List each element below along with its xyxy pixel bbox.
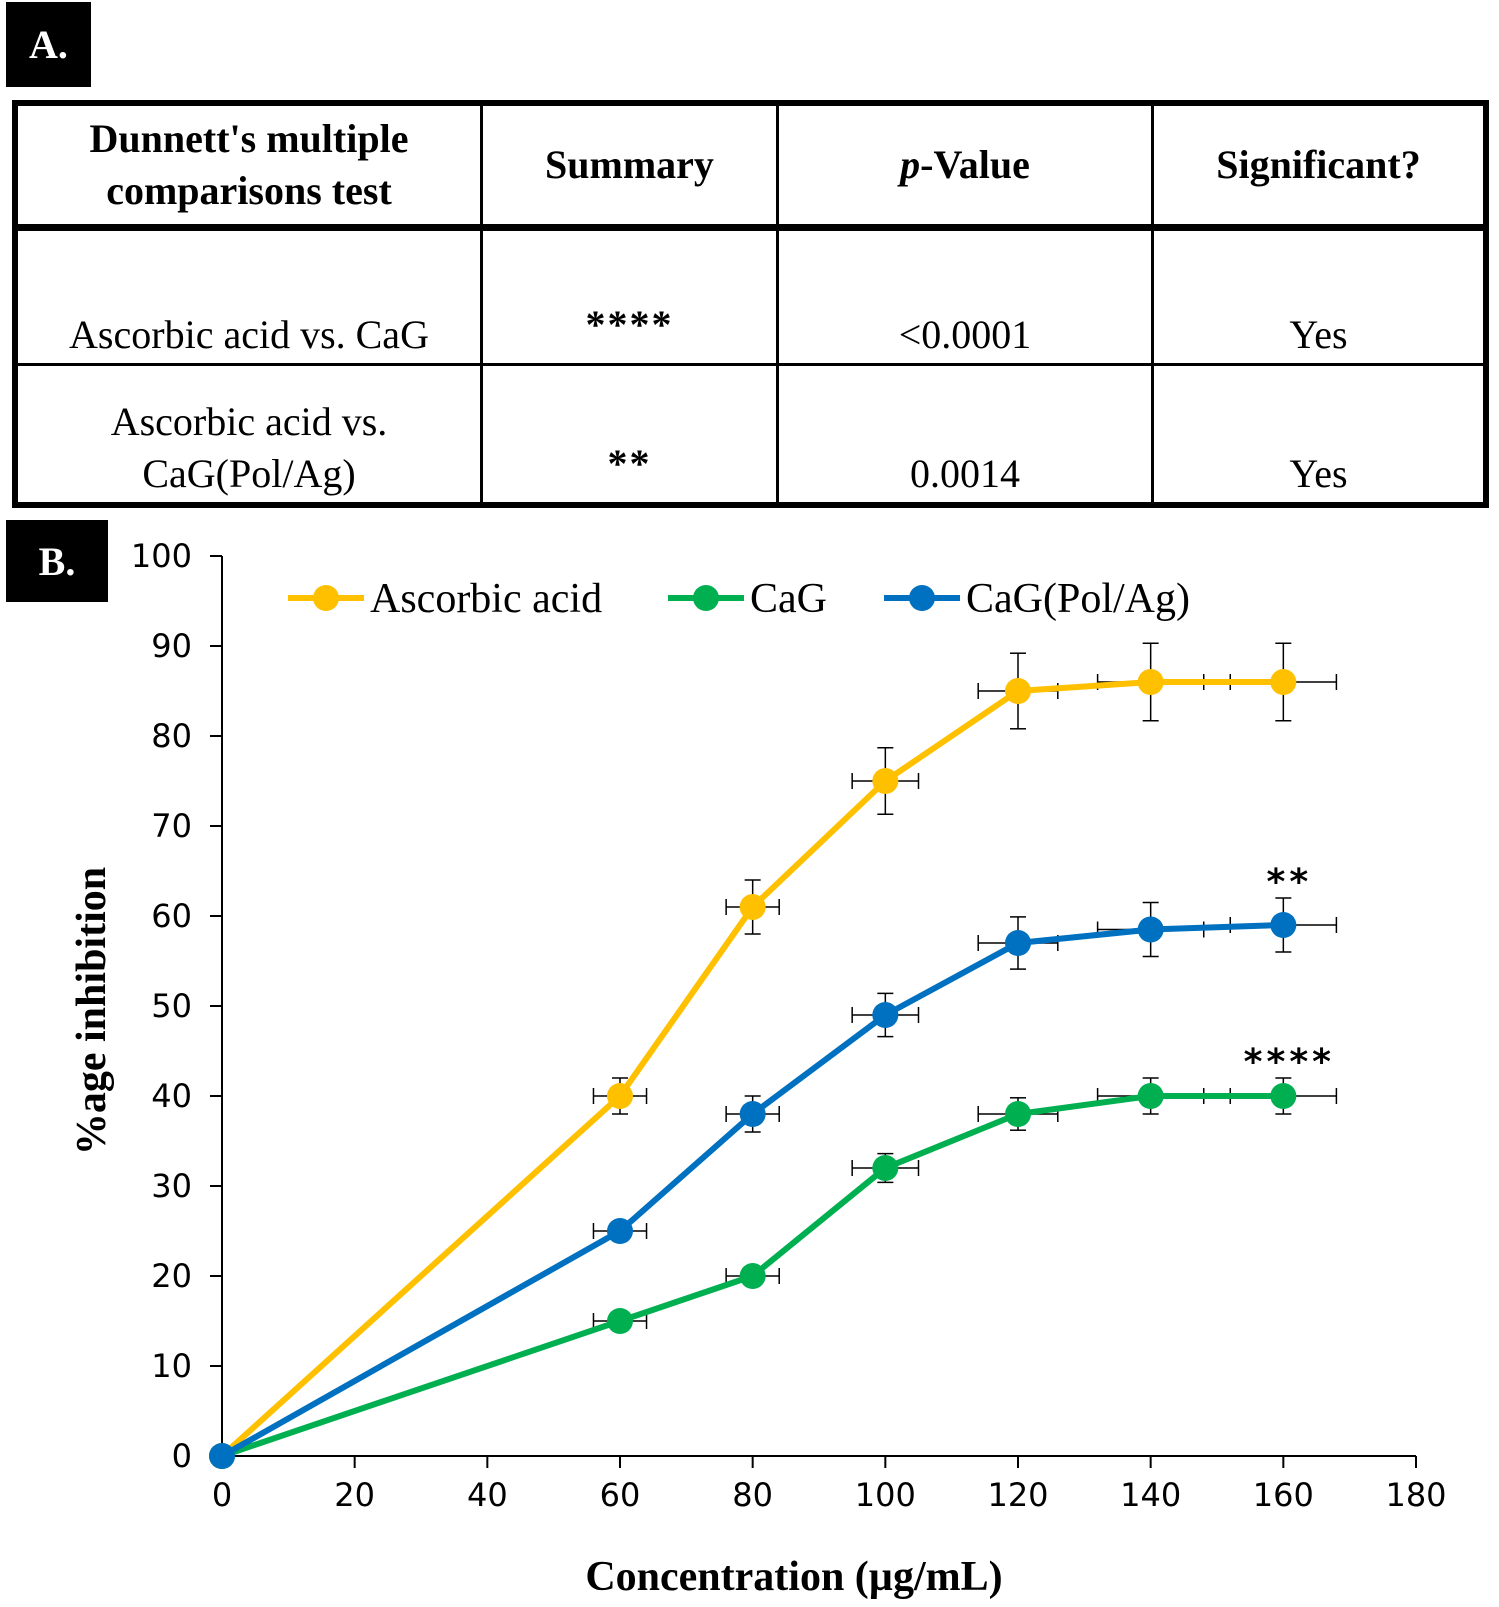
cell-summary-text: ** [607,441,652,486]
legend-entry: Ascorbic acid [370,576,602,622]
header-p-suffix: -Value [920,142,1030,187]
y-tick-label: 20 [151,1257,192,1295]
legend-marker [693,585,719,611]
y-tick-label: 30 [151,1167,192,1205]
table-row: Ascorbic acid vs. CaG **** <0.0001 Yes [13,226,1488,366]
data-point [1137,669,1164,695]
table-row: Ascorbic acid vs. CaG(Pol/Ag) ** 0.0014 … [13,363,1488,507]
table-header-row: Dunnett's multiple comparisons test Summ… [13,101,1488,231]
header-significant-text: Significant? [1216,142,1421,187]
legend-entry: CaG(Pol/Ag) [966,576,1190,622]
data-point [607,1308,633,1334]
data-point [739,894,766,920]
data-point [607,1218,633,1244]
cell-summary: **** [480,226,779,366]
dunnett-table: Dunnett's multiple comparisons test Summ… [12,100,1489,508]
data-point [1270,669,1297,695]
cell-p-value: 0.0014 [776,363,1154,507]
data-point [1270,1083,1297,1109]
cell-significant: Yes [1151,226,1488,366]
y-tick-label: 80 [151,717,192,755]
data-point [1005,678,1031,704]
cell-comparison-line2: CaG(Pol/Ag) [142,451,356,496]
x-tick-label: 100 [855,1476,916,1514]
y-tick-label: 40 [151,1077,192,1115]
series-line [220,922,1284,1459]
cell-p-value: <0.0001 [776,226,1154,366]
x-tick-label: 40 [467,1476,508,1514]
data-point [739,1101,766,1127]
significance-annotation: ** [1267,862,1313,903]
header-comparison-line1: Dunnett's multiple [89,116,409,161]
series-line [219,679,1284,1459]
data-point [739,1263,766,1289]
cell-summary: ** [480,363,779,507]
x-tick-label: 160 [1253,1476,1314,1514]
data-point [872,1002,899,1028]
legend-marker [909,585,935,611]
header-summary: Summary [480,101,779,231]
y-tick-label: 70 [151,807,192,845]
y-tick-label: 50 [151,987,192,1025]
data-point [872,768,899,794]
data-point [209,1443,235,1469]
x-tick-label: 180 [1385,1476,1446,1514]
y-tick-label: 10 [151,1347,192,1385]
x-tick-label: 120 [987,1476,1048,1514]
cell-comparison: Ascorbic acid vs. CaG(Pol/Ag) [13,363,483,507]
cell-comparison-line1: Ascorbic acid vs. CaG [69,312,429,357]
header-summary-text: Summary [545,142,714,187]
significance-annotation: **** [1244,1042,1335,1083]
legend-entry: CaG [750,576,827,622]
cell-comparison-line1: Ascorbic acid vs. [110,399,388,444]
data-point [1137,916,1164,943]
header-p-italic: p [900,142,921,187]
x-tick-label: 80 [732,1476,773,1514]
data-point [1137,1083,1164,1109]
x-tick-label: 20 [334,1476,375,1514]
data-point [1005,1101,1031,1127]
header-p-value: p-Value [776,101,1154,231]
y-tick-label: 60 [151,897,192,935]
x-tick-label: 0 [212,1476,232,1514]
y-tick-label: 100 [131,537,192,575]
y-axis-title: %age inhibition [69,867,115,1155]
cell-summary-text: **** [585,302,674,347]
y-tick-label: 0 [172,1437,192,1475]
data-point [1005,930,1031,956]
x-tick-label: 140 [1120,1476,1181,1514]
legend-marker [313,585,339,611]
cell-comparison: Ascorbic acid vs. CaG [13,226,483,366]
panel-label-b: B. [6,520,108,602]
header-comparison: Dunnett's multiple comparisons test [13,101,483,231]
panel-label-a: A. [6,2,91,87]
data-point [1270,912,1297,938]
data-point [607,1083,633,1109]
x-tick-label: 60 [600,1476,641,1514]
y-tick-label: 90 [151,627,192,665]
cell-significant: Yes [1151,363,1488,507]
header-comparison-line2: comparisons test [106,168,392,213]
header-significant: Significant? [1151,101,1488,231]
x-axis-title: Concentration (µg/mL) [585,1554,1002,1600]
data-point [872,1155,899,1181]
